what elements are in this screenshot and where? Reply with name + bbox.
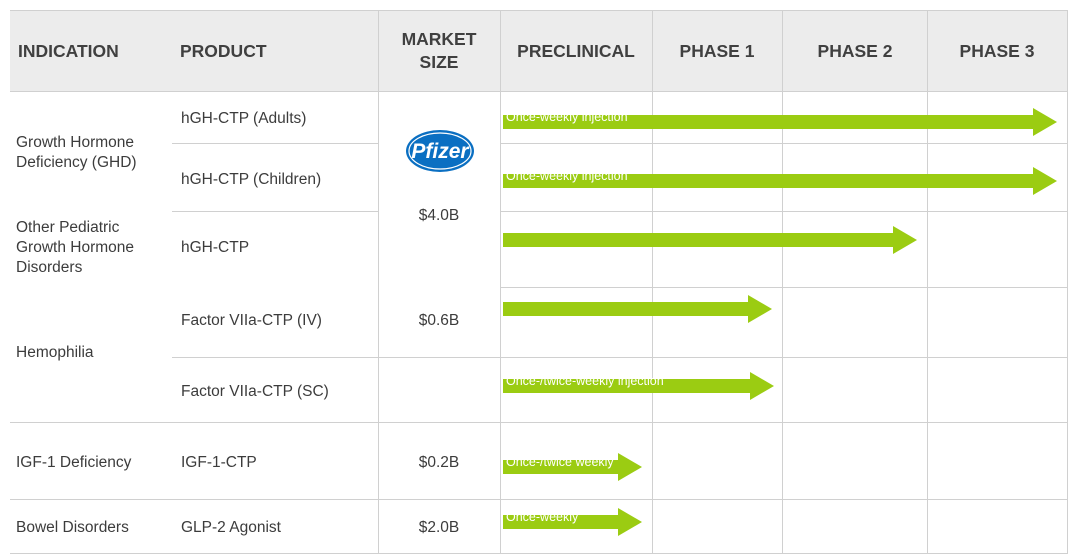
- pipeline-arrow-label: Once-/twice weekly: [506, 455, 614, 469]
- pipeline-arrow: [503, 508, 642, 536]
- pipeline-arrow-label: Once-weekly injection: [506, 169, 628, 183]
- product-factor-viia-sc: Factor VIIa-CTP (SC): [181, 383, 329, 400]
- pfizer-logo-ring: [408, 132, 472, 170]
- pipeline-arrows: Once-weekly injection Once-weekly injecti…: [503, 108, 1057, 536]
- indication-pediatric-line2: Growth Hormone: [16, 239, 134, 256]
- market-size-bowel: $2.0B: [419, 519, 460, 536]
- pipeline-arrow-label: Once-/twice-weekly injection: [506, 374, 664, 388]
- column-header-phase-2: PHASE 2: [818, 41, 893, 61]
- indication-igf1: IGF-1 Deficiency: [16, 454, 132, 471]
- indication-pediatric-line1: Other Pediatric: [16, 219, 120, 236]
- indication-pediatric-line3: Disorders: [16, 259, 83, 276]
- indication-ghd-line2: Deficiency (GHD): [16, 154, 137, 171]
- grid-lines: [10, 10, 1068, 554]
- column-header-phase-3: PHASE 3: [960, 41, 1035, 61]
- pipeline-arrow: [503, 453, 642, 481]
- product-factor-viia-iv: Factor VIIa-CTP (IV): [181, 312, 322, 329]
- product-igf1-ctp: IGF-1-CTP: [181, 454, 257, 471]
- pipeline-arrow-label: Once-weekly: [506, 510, 579, 524]
- indication-ghd-line1: Growth Hormone: [16, 134, 134, 151]
- column-header-product: PRODUCT: [180, 41, 267, 61]
- column-header-market-size-line1: MARKET: [402, 29, 477, 49]
- pfizer-logo-oval: [406, 130, 474, 172]
- market-size-ghd: $4.0B: [419, 207, 460, 224]
- product-hgh-ctp: hGH-CTP: [181, 239, 249, 256]
- column-header-indication: INDICATION: [18, 41, 119, 61]
- indication-pediatric: Other Pediatric Growth Hormone Disorders: [16, 219, 134, 276]
- pipeline-arrow: [503, 167, 1057, 195]
- product-hgh-ctp-children: hGH-CTP (Children): [181, 171, 321, 188]
- indication-hemophilia: Hemophilia: [16, 344, 94, 361]
- market-size-hemophilia: $0.6B: [419, 312, 460, 329]
- column-header-preclinical: PRECLINICAL: [517, 41, 635, 61]
- pipeline-arrow: [503, 295, 772, 323]
- pipeline-arrow: [503, 226, 917, 254]
- indication-bowel: Bowel Disorders: [16, 519, 129, 536]
- product-glp2-agonist: GLP-2 Agonist: [181, 519, 282, 536]
- product-hgh-ctp-adults: hGH-CTP (Adults): [181, 110, 306, 127]
- column-header-market-size-line2: SIZE: [420, 52, 459, 72]
- pipeline-arrow-label: Once-weekly injection: [506, 110, 628, 124]
- pipeline-arrow: [503, 372, 774, 400]
- column-header-phase-1: PHASE 1: [680, 41, 755, 61]
- pipeline-arrow: [503, 108, 1057, 136]
- header-background: [10, 10, 1068, 91]
- pfizer-logo: Pfizer: [406, 130, 474, 172]
- indication-ghd: Growth Hormone Deficiency (GHD): [16, 134, 137, 171]
- pfizer-logo-wordmark: Pfizer: [411, 140, 470, 163]
- market-size-igf1: $0.2B: [419, 454, 460, 471]
